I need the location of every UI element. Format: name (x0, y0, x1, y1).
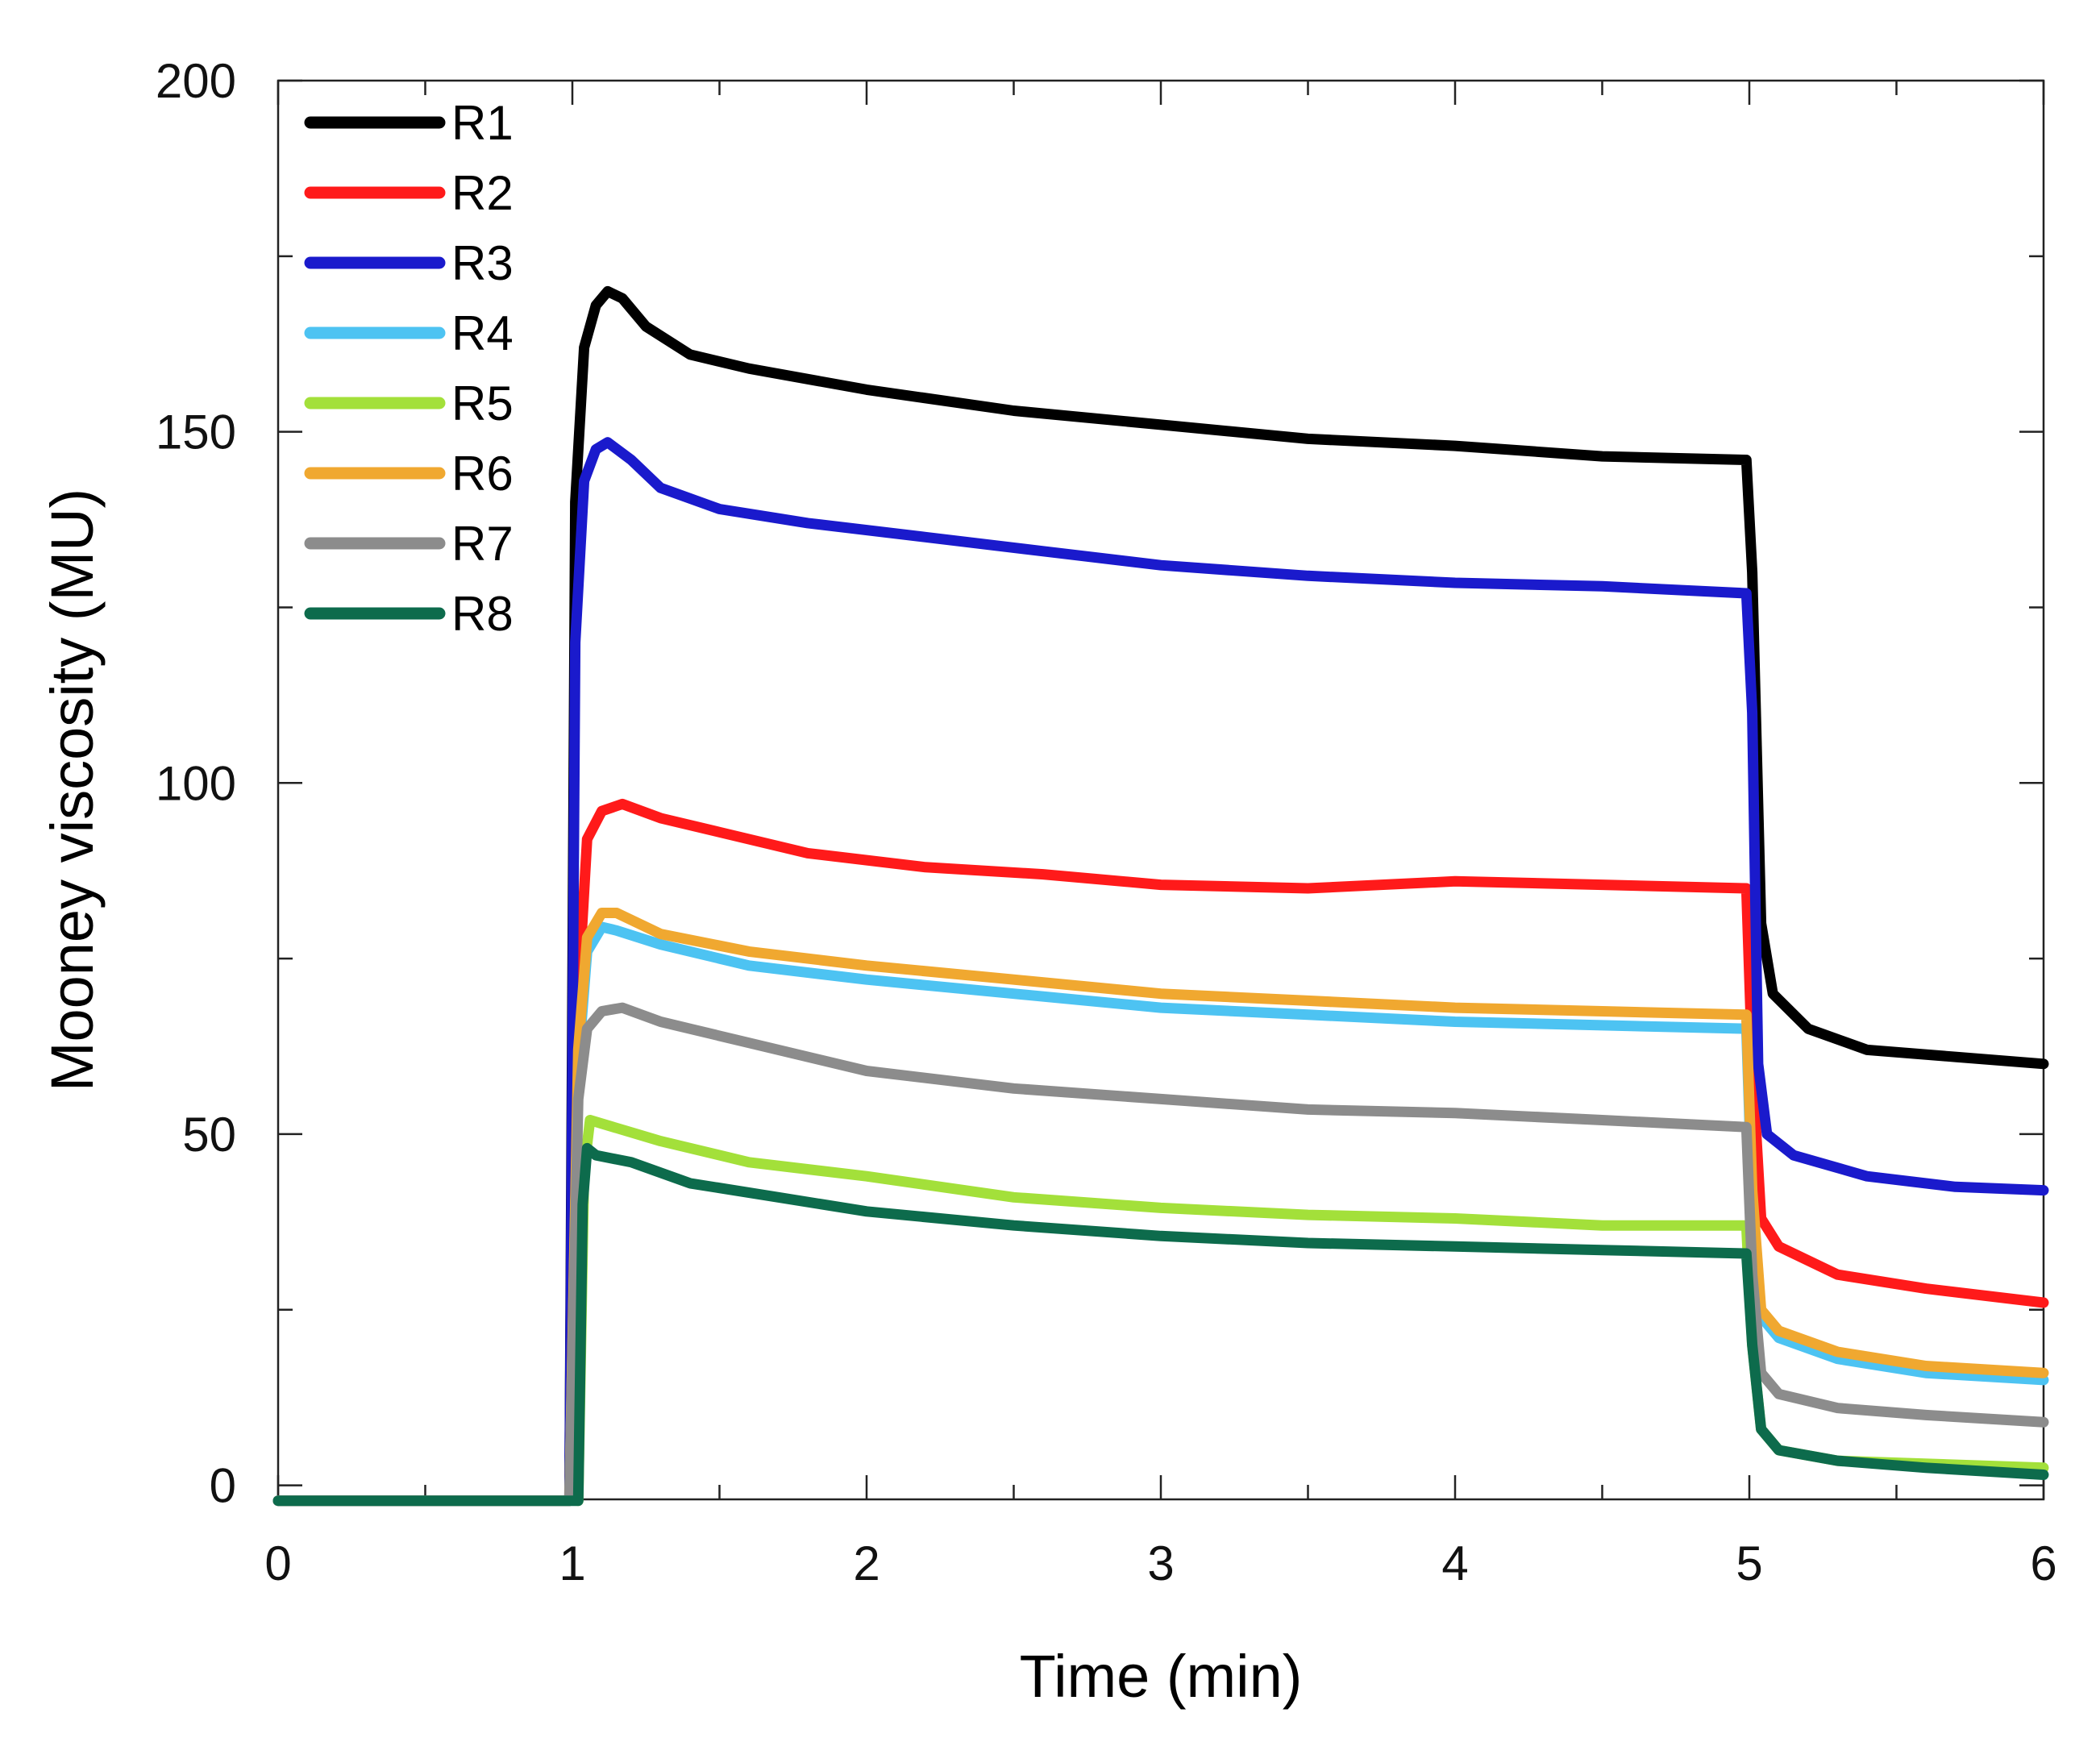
x-tick-label: 3 (1147, 1536, 1174, 1590)
x-tick-labels: 0 1 2 3 4 5 6 (264, 1536, 2056, 1590)
x-axis-title: Time (min) (1020, 1643, 1303, 1710)
x-tick-label: 2 (853, 1536, 880, 1590)
axis-ticks (277, 79, 2045, 1499)
legend-label-r6: R6 (451, 447, 514, 501)
legend-label-r8: R8 (451, 587, 514, 641)
plot-frame (277, 79, 2045, 1501)
legend: R1 R2 R3 R4 R5 R6 R7 R8 (304, 96, 514, 641)
x-tick-label: 5 (1736, 1536, 1762, 1590)
y-tick-label: 0 (210, 1459, 236, 1513)
x-tick-label: 4 (1441, 1536, 1468, 1590)
x-tick-label: 1 (559, 1536, 585, 1590)
y-tick-label: 100 (156, 756, 236, 810)
y-axis-title: Mooney viscosity (MU) (39, 489, 106, 1091)
series-line-r1 (272, 285, 2049, 1507)
series-line-r6 (272, 908, 2049, 1507)
legend-label-r2: R2 (451, 166, 514, 220)
legend-label-r7: R7 (451, 517, 514, 571)
series-line-r7 (272, 1002, 2049, 1507)
series-lines (272, 285, 2049, 1507)
x-tick-label: 0 (264, 1536, 291, 1590)
legend-label-r3: R3 (451, 236, 514, 290)
legend-label-r1: R1 (451, 96, 514, 150)
y-tick-label: 50 (182, 1108, 236, 1162)
legend-label-r5: R5 (451, 376, 514, 430)
series-line-r4 (272, 921, 2049, 1507)
legend-label-r4: R4 (451, 306, 514, 360)
y-tick-label: 200 (156, 54, 236, 108)
x-tick-label: 6 (2030, 1536, 2056, 1590)
series-line-r3 (272, 437, 2049, 1507)
series-line-r5 (572, 1115, 2049, 1507)
y-tick-label: 150 (156, 405, 236, 459)
y-tick-labels: 0 50 100 150 200 (156, 54, 236, 1513)
series-line-r2 (272, 798, 2049, 1507)
series-line-r8 (272, 1142, 2049, 1507)
